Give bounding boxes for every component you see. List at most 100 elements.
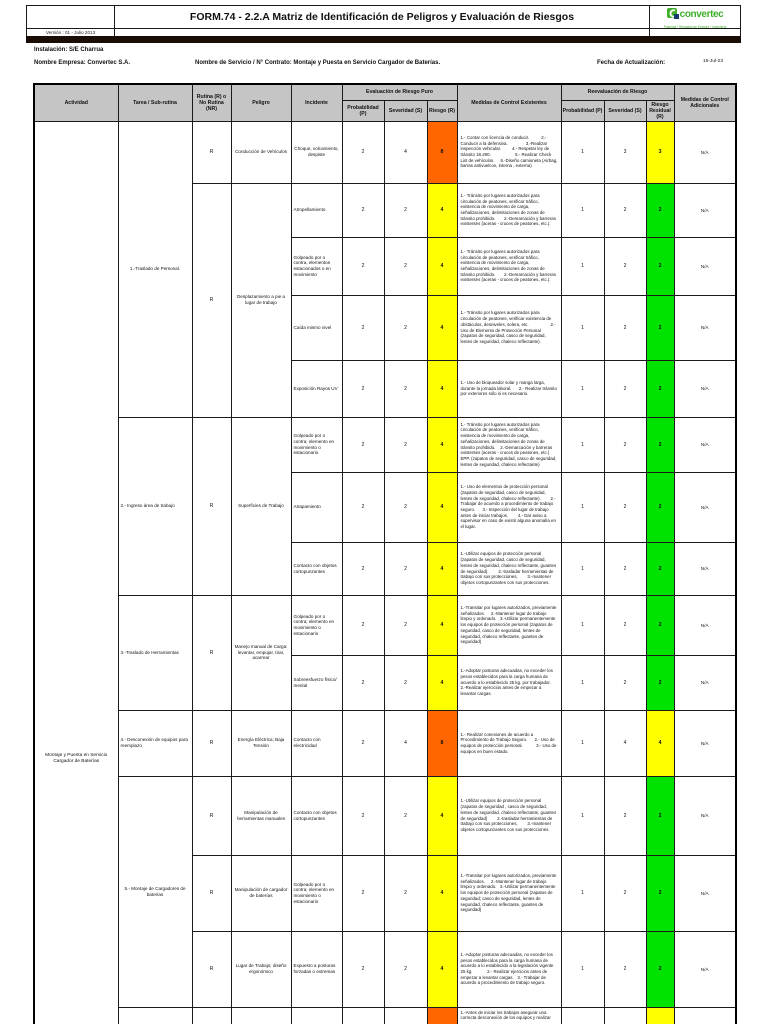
cell-riesgo: 4 [426, 294, 458, 361]
cell-rutina: R [191, 594, 232, 711]
col-header-medidas-existentes: Medidas de Control Existentes [456, 83, 562, 122]
cell-riesgo-residual: 2 [645, 930, 675, 1008]
cell-medidas-existentes: 1.-Transitar por lugares autorizados, pr… [456, 854, 562, 932]
cell-incidente: Caída mismo nivel [290, 294, 343, 361]
col-header-rutina: Rutina (R) o No Rutina (NR) [191, 83, 232, 122]
cell-riesgo-residual: 2 [645, 294, 675, 361]
cell-probabilidad-re: 1 [560, 359, 605, 418]
cell-incidente: Sobreesfuerzo físico/ mental [290, 654, 343, 711]
cell-riesgo-residual: 2 [645, 775, 675, 856]
cell-riesgo [426, 1006, 458, 1024]
cell-riesgo: 4 [426, 854, 458, 932]
cell-medidas-adicionales: N/A [673, 854, 737, 932]
cell-rutina: R [191, 709, 232, 777]
cell-severidad-re: 2 [603, 541, 647, 596]
cell-probabilidad: 2 [341, 294, 385, 361]
cell-medidas-adicionales: N/A [673, 416, 737, 473]
cell-medidas-adicionales: N/A [673, 294, 737, 361]
cell-medidas-adicionales: N/A [673, 654, 737, 711]
col-header-actividad: Actividad [33, 83, 119, 122]
col-header-incidente: Incidente [290, 83, 343, 122]
cell-riesgo: 8 [426, 120, 458, 184]
cell-probabilidad [341, 1006, 385, 1024]
cell-peligro: Manipulación de herramientas manuales [230, 775, 292, 856]
cell-medidas-adicionales: N/A [673, 930, 737, 1008]
cell-riesgo-residual: 2 [645, 236, 675, 296]
cell-peligro: Energía Eléctrica; Baja Tensión [230, 709, 292, 777]
cell-probabilidad: 2 [341, 854, 385, 932]
cell-medidas-existentes: 1.- Uso de bloqueador solar y manga larg… [456, 359, 562, 418]
cell-tarea: 5.- Montaje de Cargadores de baterías [117, 775, 193, 1008]
cell-probabilidad: 2 [341, 709, 385, 777]
cell-peligro: Lugar de Trabajo; diseño ergonómico [230, 930, 292, 1008]
cell-riesgo-residual: 2 [645, 416, 675, 473]
cell-medidas-existentes: 1.- Realizar conexiones de acuerdo a Pro… [456, 709, 562, 777]
cell-riesgo: 4 [426, 471, 458, 543]
cell-medidas-existentes: 1.- Tránsito por lugares autorizados par… [456, 294, 562, 361]
convertec-logo-icon [666, 6, 679, 24]
col-header-severidad-1: Severidad (S) [383, 99, 428, 122]
cell-tarea: 4.- Desconexión de equipos para reemplaz… [117, 709, 193, 777]
cell-rutina: R [191, 120, 232, 184]
cell-incidente [290, 1006, 343, 1024]
cell-peligro: Manejo manual de Carga: levantar, empuja… [230, 594, 292, 711]
cell-severidad: 2 [383, 930, 428, 1008]
cell-severidad: 2 [383, 294, 428, 361]
cell-probabilidad-re: 1 [560, 416, 605, 473]
cell-probabilidad-re: 1 [560, 471, 605, 543]
cell-peligro [230, 1006, 292, 1024]
fecha-value: 15-Jul-23 [703, 59, 723, 64]
cell-probabilidad: 2 [341, 930, 385, 1008]
col-header-severidad-2: Severidad (S) [603, 99, 647, 122]
cell-probabilidad: 2 [341, 541, 385, 596]
cell-severidad: 4 [383, 120, 428, 184]
cell-severidad-re: 2 [603, 471, 647, 543]
cell-incidente: Atrapamiento [290, 471, 343, 543]
cell-riesgo-residual: 2 [645, 182, 675, 238]
col-header-peligro: Peligro [230, 83, 292, 122]
cell-severidad: 4 [383, 709, 428, 777]
cell-probabilidad: 2 [341, 775, 385, 856]
cell-riesgo: 4 [426, 359, 458, 418]
cell-severidad: 2 [383, 359, 428, 418]
cell-incidente: Exposición Rayos UV [290, 359, 343, 418]
cell-medidas-existentes: 1.-Adoptar posturas adecuadas, no excede… [456, 930, 562, 1008]
cell-riesgo-residual: 4 [645, 709, 675, 777]
cell-probabilidad-re: 1 [560, 182, 605, 238]
cell-medidas-existentes: 1.- Uso de elementos de protección perso… [456, 471, 562, 543]
cell-medidas-existentes: 1.- Tránsito por lugares autorizados par… [456, 182, 562, 238]
cell-medidas-adicionales: N/A [673, 541, 737, 596]
cell-severidad [383, 1006, 428, 1024]
cell-medidas-adicionales: N/A [673, 359, 737, 418]
servicio-line: Nombre de Servicio / N° Contrato: Montaj… [195, 60, 441, 66]
cell-severidad: 2 [383, 775, 428, 856]
cell-severidad-re: 2 [603, 182, 647, 238]
cell-riesgo-residual: 2 [645, 654, 675, 711]
cell-probabilidad: 2 [341, 654, 385, 711]
cell-incidente: Golpeado por o contra; elemento en movim… [290, 594, 343, 656]
cell-rutina: R [191, 930, 232, 1008]
cell-severidad: 2 [383, 182, 428, 238]
cell-medidas-existentes: 1.-Adoptar posturas adecuadas, no excede… [456, 654, 562, 711]
cell-medidas-existentes: 1.- Tránsito por lugares autorizados par… [456, 416, 562, 473]
cell-probabilidad: 2 [341, 416, 385, 473]
cell-tarea: 1.-Traslado de Personal. [117, 120, 193, 418]
cell-rutina: R [191, 775, 232, 856]
cell-severidad: 2 [383, 541, 428, 596]
cell-peligro: Superficies de Trabajo [230, 416, 292, 596]
cell-riesgo: 4 [426, 541, 458, 596]
cell-riesgo: 4 [426, 594, 458, 656]
cell-riesgo-residual [645, 1006, 675, 1024]
cell-severidad-re: 3 [603, 120, 647, 184]
col-header-probabilidad-1: Probabilidad (P) [341, 99, 385, 122]
cell-medidas-adicionales: N/A [673, 236, 737, 296]
cell-incidente: Choque, volcamiento, despiste [290, 120, 343, 184]
cell-probabilidad: 2 [341, 236, 385, 296]
cell-peligro: Desplazamiento a pie a lugar de trabajo [230, 182, 292, 418]
cell-medidas-existentes: 1.- Tránsito por lugares autorizados par… [456, 236, 562, 296]
cell-probabilidad-re: 1 [560, 854, 605, 932]
col-header-riesgo-residual: Riesgo Residual (R) [645, 99, 675, 122]
cell-incidente: Contacto con objetos cortopunzantes [290, 775, 343, 856]
cell-peligro: Manipulación de cargador de baterías [230, 854, 292, 932]
